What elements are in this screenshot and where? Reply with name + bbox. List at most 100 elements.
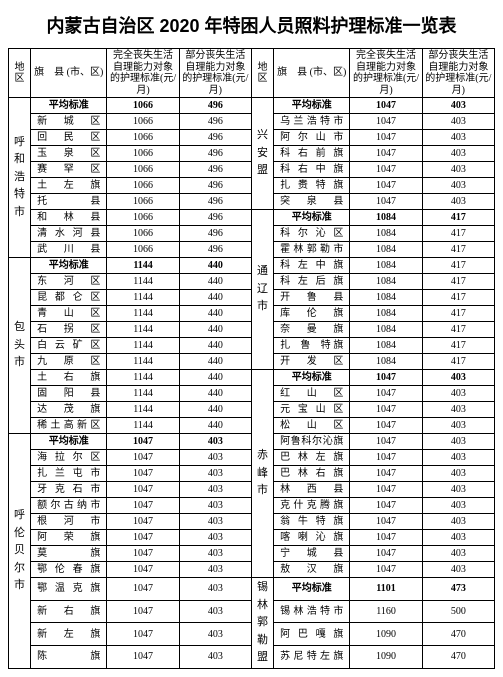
page-title: 内蒙古自治区 2020 年特困人员照料护理标准一览表 — [8, 12, 495, 38]
part-value: 403 — [179, 562, 251, 578]
full-value: 1084 — [350, 210, 422, 226]
part-value: 473 — [422, 578, 494, 601]
part-value: 496 — [179, 162, 251, 178]
full-value: 1090 — [350, 646, 422, 669]
part-value: 403 — [179, 578, 251, 601]
part-value: 403 — [422, 194, 494, 210]
part-value: 403 — [422, 386, 494, 402]
county-cell: 锡林浩特市 — [274, 600, 350, 623]
county-cell: 九 原 区 — [31, 354, 107, 370]
full-value: 1144 — [107, 258, 179, 274]
county-cell: 平均标准 — [31, 434, 107, 450]
county-cell: 石 拐 区 — [31, 322, 107, 338]
county-cell: 海 拉 尔 区 — [31, 450, 107, 466]
full-value: 1144 — [107, 338, 179, 354]
full-value: 1047 — [107, 514, 179, 530]
part-value: 403 — [179, 546, 251, 562]
part-value: 403 — [422, 514, 494, 530]
county-cell: 阿 尔 山 市 — [274, 130, 350, 146]
part-value: 403 — [179, 600, 251, 623]
county-cell: 清 水 河 县 — [31, 226, 107, 242]
part-value: 403 — [422, 466, 494, 482]
part-value: 496 — [179, 226, 251, 242]
county-cell: 白 云 矿 区 — [31, 338, 107, 354]
county-cell: 新 右 旗 — [31, 600, 107, 623]
full-value: 1084 — [350, 290, 422, 306]
full-value: 1144 — [107, 418, 179, 434]
county-cell: 科 右 中 旗 — [274, 162, 350, 178]
full-value: 1047 — [107, 450, 179, 466]
full-value: 1144 — [107, 322, 179, 338]
part-value: 403 — [179, 450, 251, 466]
table-row: 鄂 温 克 旗1047403锡林郭勒盟平均标准1101473 — [9, 578, 495, 601]
part-value: 496 — [179, 98, 251, 114]
part-value: 403 — [179, 530, 251, 546]
full-value: 1047 — [350, 98, 422, 114]
full-value: 1084 — [350, 258, 422, 274]
part-value: 417 — [422, 322, 494, 338]
full-value: 1144 — [107, 354, 179, 370]
county-cell: 库 伦 旗 — [274, 306, 350, 322]
header-region-left: 地区 — [9, 49, 31, 98]
county-cell: 科 左 后 旗 — [274, 274, 350, 290]
full-value: 1066 — [107, 194, 179, 210]
part-value: 403 — [422, 114, 494, 130]
full-value: 1084 — [350, 322, 422, 338]
full-value: 1047 — [350, 146, 422, 162]
county-cell: 平均标准 — [274, 370, 350, 386]
county-cell: 扎 鲁 特 旗 — [274, 338, 350, 354]
county-cell: 鄂 伦 春 旗 — [31, 562, 107, 578]
part-value: 417 — [422, 258, 494, 274]
part-value: 403 — [179, 623, 251, 646]
full-value: 1066 — [107, 210, 179, 226]
full-value: 1047 — [107, 482, 179, 498]
full-value: 1047 — [107, 623, 179, 646]
full-value: 1047 — [107, 466, 179, 482]
full-value: 1066 — [107, 226, 179, 242]
full-value: 1047 — [350, 450, 422, 466]
part-value: 403 — [179, 646, 251, 669]
full-value: 1047 — [107, 498, 179, 514]
part-value: 496 — [179, 146, 251, 162]
part-value: 417 — [422, 338, 494, 354]
full-value: 1047 — [107, 600, 179, 623]
part-value: 403 — [422, 162, 494, 178]
part-value: 417 — [422, 306, 494, 322]
full-value: 1066 — [107, 178, 179, 194]
county-cell: 扎 赉 特 旗 — [274, 178, 350, 194]
county-cell: 红 山 区 — [274, 386, 350, 402]
county-cell: 土 左 旗 — [31, 178, 107, 194]
part-value: 440 — [179, 338, 251, 354]
county-cell: 武 川 县 — [31, 242, 107, 258]
county-cell: 固 阳 县 — [31, 386, 107, 402]
full-value: 1047 — [350, 482, 422, 498]
part-value: 417 — [422, 210, 494, 226]
county-cell: 突 泉 县 — [274, 194, 350, 210]
county-cell: 敖 汉 旗 — [274, 562, 350, 578]
county-cell: 平均标准 — [274, 98, 350, 114]
full-value: 1047 — [350, 514, 422, 530]
part-value: 496 — [179, 242, 251, 258]
county-cell: 鄂 温 克 旗 — [31, 578, 107, 601]
county-cell: 东 河 区 — [31, 274, 107, 290]
table-header: 地区 旗 县 (市、区) 完全丧失生活自理能力对象的护理标准(元/月) 部分丧失… — [9, 49, 495, 98]
part-value: 417 — [422, 226, 494, 242]
full-value: 1101 — [350, 578, 422, 601]
full-value: 1047 — [350, 386, 422, 402]
county-cell: 巴 林 左 旗 — [274, 450, 350, 466]
full-value: 1144 — [107, 402, 179, 418]
table-row: 土 右 旗1144440赤峰市平均标准1047403 — [9, 370, 495, 386]
county-cell: 奈 曼 旗 — [274, 322, 350, 338]
part-value: 403 — [422, 482, 494, 498]
part-value: 417 — [422, 354, 494, 370]
part-value: 440 — [179, 274, 251, 290]
full-value: 1144 — [107, 306, 179, 322]
county-cell: 阿 荣 旗 — [31, 530, 107, 546]
region-right: 兴安盟 — [251, 98, 273, 210]
full-value: 1084 — [350, 242, 422, 258]
county-cell: 科 右 前 旗 — [274, 146, 350, 162]
part-value: 470 — [422, 646, 494, 669]
header-county-right: 旗 县 (市、区) — [274, 49, 350, 98]
full-value: 1047 — [350, 178, 422, 194]
part-value: 403 — [422, 178, 494, 194]
